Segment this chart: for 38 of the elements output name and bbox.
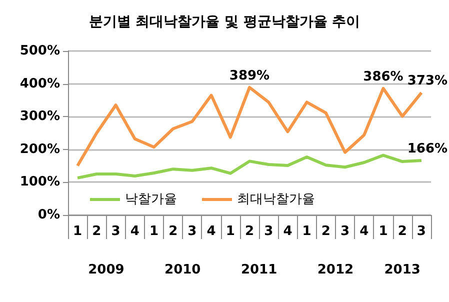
x-tick-label: 2 bbox=[244, 224, 254, 239]
y-tick-label: 400% bbox=[20, 76, 60, 92]
x-tick-label: 1 bbox=[302, 224, 312, 239]
legend-label: 최대낙찰가율 bbox=[237, 192, 315, 207]
x-tick-label: 4 bbox=[283, 224, 292, 239]
x-tick-label: 3 bbox=[111, 224, 120, 239]
text: 2013 bbox=[384, 262, 420, 278]
x-tick-label: 3 bbox=[188, 224, 197, 239]
x-tick-label: 2 bbox=[92, 224, 102, 239]
line-series bbox=[76, 154, 423, 180]
y-tick-label: 200% bbox=[20, 142, 60, 157]
x-tick-label: 4 bbox=[130, 224, 140, 239]
x-tick-label: 1 bbox=[378, 224, 388, 239]
x-tick-label: 2 bbox=[398, 224, 407, 239]
data-label: 389% bbox=[229, 68, 270, 84]
chart-title: 분기별 최대낙찰가율 및 평균낙찰가율 추이 bbox=[88, 14, 360, 30]
x-tick-label: 2 bbox=[321, 224, 330, 239]
data-label: 386% bbox=[363, 69, 404, 84]
x-tick-label: 1 bbox=[73, 224, 82, 239]
text: 2012 bbox=[317, 262, 354, 278]
text: 2011 bbox=[240, 262, 278, 278]
x-tick-label: 1 bbox=[226, 224, 235, 239]
y-tick-label: 100% bbox=[20, 174, 60, 190]
x-tick-label: 3 bbox=[340, 224, 350, 239]
x-tick-label: 3 bbox=[416, 224, 426, 239]
x-tick-label: 4 bbox=[360, 224, 369, 239]
y-tick-label: 300% bbox=[20, 109, 60, 124]
y-tick-label: 500% bbox=[20, 44, 60, 58]
data-label: 373% bbox=[407, 74, 448, 89]
y-tick-label: 0% bbox=[38, 208, 60, 222]
x-tick-label: 3 bbox=[264, 224, 274, 239]
text: 2010 bbox=[164, 262, 201, 278]
x-tick-label: 2 bbox=[168, 224, 178, 239]
legend-label: 낙찰가율 bbox=[125, 192, 177, 207]
text: 2009 bbox=[88, 262, 124, 278]
x-tick-label: 1 bbox=[149, 224, 158, 239]
x-tick-label: 4 bbox=[206, 224, 216, 239]
data-label: 166% bbox=[407, 142, 448, 157]
